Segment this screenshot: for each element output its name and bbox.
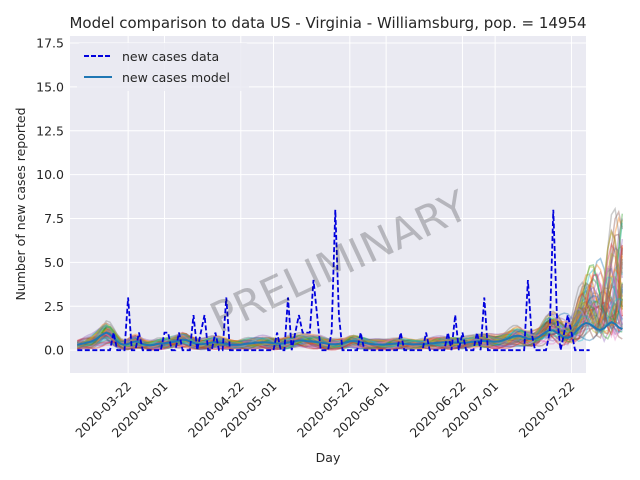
model-ensemble-line bbox=[77, 262, 624, 349]
model-ensemble-line bbox=[77, 289, 624, 350]
model-ensemble-line bbox=[77, 263, 624, 349]
model-ensemble-line bbox=[77, 290, 623, 345]
model-ensemble-line bbox=[76, 267, 624, 349]
model-ensemble-line bbox=[77, 233, 624, 350]
y-tick-label: 17.5 bbox=[36, 36, 64, 51]
y-axis-label: Number of new cases reported bbox=[13, 107, 28, 300]
model-ensemble-line bbox=[76, 297, 624, 348]
y-tick-label: 2.5 bbox=[44, 299, 64, 314]
model-ensemble-line bbox=[77, 282, 624, 350]
model-ensemble-line bbox=[76, 229, 624, 348]
chart-title: Model comparison to data US - Virginia -… bbox=[69, 14, 586, 32]
series-line-new-cases-data bbox=[77, 209, 590, 352]
model-ensemble-line bbox=[76, 304, 623, 350]
y-tick-label: 10.0 bbox=[36, 167, 64, 182]
y-tick-label: 15.0 bbox=[36, 79, 64, 94]
y-axis-ticks: 0.0 2.5 5.0 7.5 10.0 12.5 15.0 17.5 bbox=[36, 36, 64, 358]
model-ensemble-line bbox=[77, 213, 624, 348]
legend-box bbox=[77, 43, 249, 91]
legend-label-data: new cases data bbox=[122, 49, 219, 64]
model-ensemble-line bbox=[76, 263, 624, 348]
series-line-new-cases-model bbox=[77, 320, 623, 347]
y-tick-label: 12.5 bbox=[36, 123, 64, 138]
y-tick-label: 7.5 bbox=[44, 211, 64, 226]
legend-label-model: new cases model bbox=[122, 70, 230, 85]
plot-area bbox=[70, 36, 586, 373]
model-ensemble-line bbox=[77, 291, 624, 350]
model-ensemble-line bbox=[77, 286, 624, 351]
x-axis-label: Day bbox=[316, 450, 341, 465]
y-tick-label: 0.0 bbox=[44, 343, 64, 358]
model-ensemble-line bbox=[77, 209, 624, 349]
legend: new cases data new cases model bbox=[77, 43, 249, 91]
gridlines bbox=[70, 36, 586, 373]
model-ensemble-line bbox=[77, 255, 624, 348]
model-ensemble-line bbox=[77, 276, 624, 350]
model-ensemble-line bbox=[76, 275, 624, 349]
y-tick-label: 5.0 bbox=[44, 255, 64, 270]
model-ensemble-line bbox=[77, 244, 624, 351]
model-ensemble-line bbox=[77, 263, 624, 350]
model-ensemble-line bbox=[77, 249, 624, 350]
series-lines bbox=[77, 209, 623, 352]
model-ensemble-line bbox=[77, 247, 624, 351]
